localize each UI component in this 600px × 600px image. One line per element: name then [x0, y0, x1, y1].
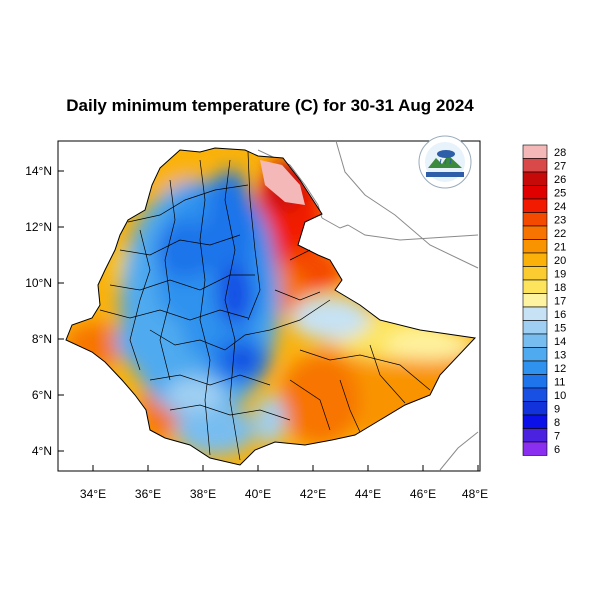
colorbar-swatch	[522, 293, 548, 308]
lat-tick-label: 12°N	[25, 220, 52, 234]
colorbar-swatch	[522, 252, 548, 267]
lat-tick-labels: 14°N 12°N 10°N 8°N 6°N 4°N	[25, 164, 52, 458]
admin-boundaries	[99, 151, 431, 461]
colorbar-label: 6	[554, 444, 560, 456]
lon-tick-label: 48°E	[462, 487, 488, 501]
lon-tick-label: 40°E	[245, 487, 271, 501]
colorbar-swatch	[522, 360, 548, 375]
colorbar-label: 11	[554, 376, 565, 388]
axis-ticks	[58, 170, 479, 471]
colorbar-swatch	[522, 225, 548, 240]
colorbar-swatch	[522, 279, 548, 294]
lon-tick-label: 38°E	[190, 487, 216, 501]
colorbar-swatch	[522, 387, 548, 402]
colorbar-label: 8	[554, 417, 560, 429]
map-title: Daily minimum temperature (C) for 30-31 …	[66, 96, 474, 115]
colorbar-label: 28	[554, 147, 566, 159]
colorbar-swatch	[522, 306, 548, 321]
lon-tick-label: 42°E	[300, 487, 326, 501]
lat-tick-label: 8°N	[32, 332, 52, 346]
ethiopia-border	[65, 147, 477, 466]
colorbar-swatch	[522, 441, 548, 456]
lon-tick-label: 36°E	[135, 487, 161, 501]
colorbar-label: 12	[554, 363, 566, 375]
colorbar-swatch	[522, 239, 548, 254]
colorbar-label: 25	[554, 187, 566, 199]
colorbar-label: 13	[554, 349, 566, 361]
lat-tick-label: 10°N	[25, 276, 52, 290]
colorbar-swatch	[522, 266, 548, 281]
colorbar-swatch	[522, 347, 548, 362]
colorbar-swatch	[522, 333, 548, 348]
colorbar-label: 14	[554, 336, 566, 348]
lat-tick-label: 6°N	[32, 388, 52, 402]
colorbar-label: 26	[554, 174, 566, 186]
colorbar-label: 15	[554, 322, 566, 334]
colorbar-label: 22	[554, 228, 566, 240]
colorbar-label: 20	[554, 255, 566, 267]
colorbar-label: 9	[554, 403, 560, 415]
colorbar-label: 24	[554, 201, 566, 213]
colorbar-label: 16	[554, 309, 566, 321]
colorbar-swatch	[522, 320, 548, 335]
colorbar-label: 21	[554, 241, 566, 253]
colorbar-swatch	[522, 185, 548, 200]
lat-tick-label: 4°N	[32, 444, 52, 458]
colorbar-swatch	[522, 171, 548, 186]
lon-tick-label: 46°E	[410, 487, 436, 501]
colorbar-label: 19	[554, 268, 566, 280]
colorbar-swatch	[522, 212, 548, 227]
colorbar-swatch	[522, 414, 548, 429]
lat-tick-label: 14°N	[25, 164, 52, 178]
colorbar-label: 7	[554, 430, 560, 442]
colorbar-label: 17	[554, 295, 566, 307]
colorbar-swatch	[522, 144, 548, 159]
colorbar-swatch	[522, 198, 548, 213]
colorbar-swatch	[522, 428, 548, 443]
colorbar-label: 23	[554, 214, 566, 226]
lon-tick-label: 44°E	[355, 487, 381, 501]
colorbar-swatch	[522, 374, 548, 389]
lon-tick-labels: 34°E 36°E 38°E 40°E 42°E 44°E 46°E 48°E	[80, 487, 488, 501]
colorbar-label: 27	[554, 160, 566, 172]
lon-tick-label: 34°E	[80, 487, 106, 501]
colorbar-label: 18	[554, 282, 566, 294]
emi-logo	[418, 135, 472, 189]
colorbar-swatch	[522, 401, 548, 416]
colorbar-label: 10	[554, 390, 566, 402]
colorbar-swatch	[522, 158, 548, 173]
